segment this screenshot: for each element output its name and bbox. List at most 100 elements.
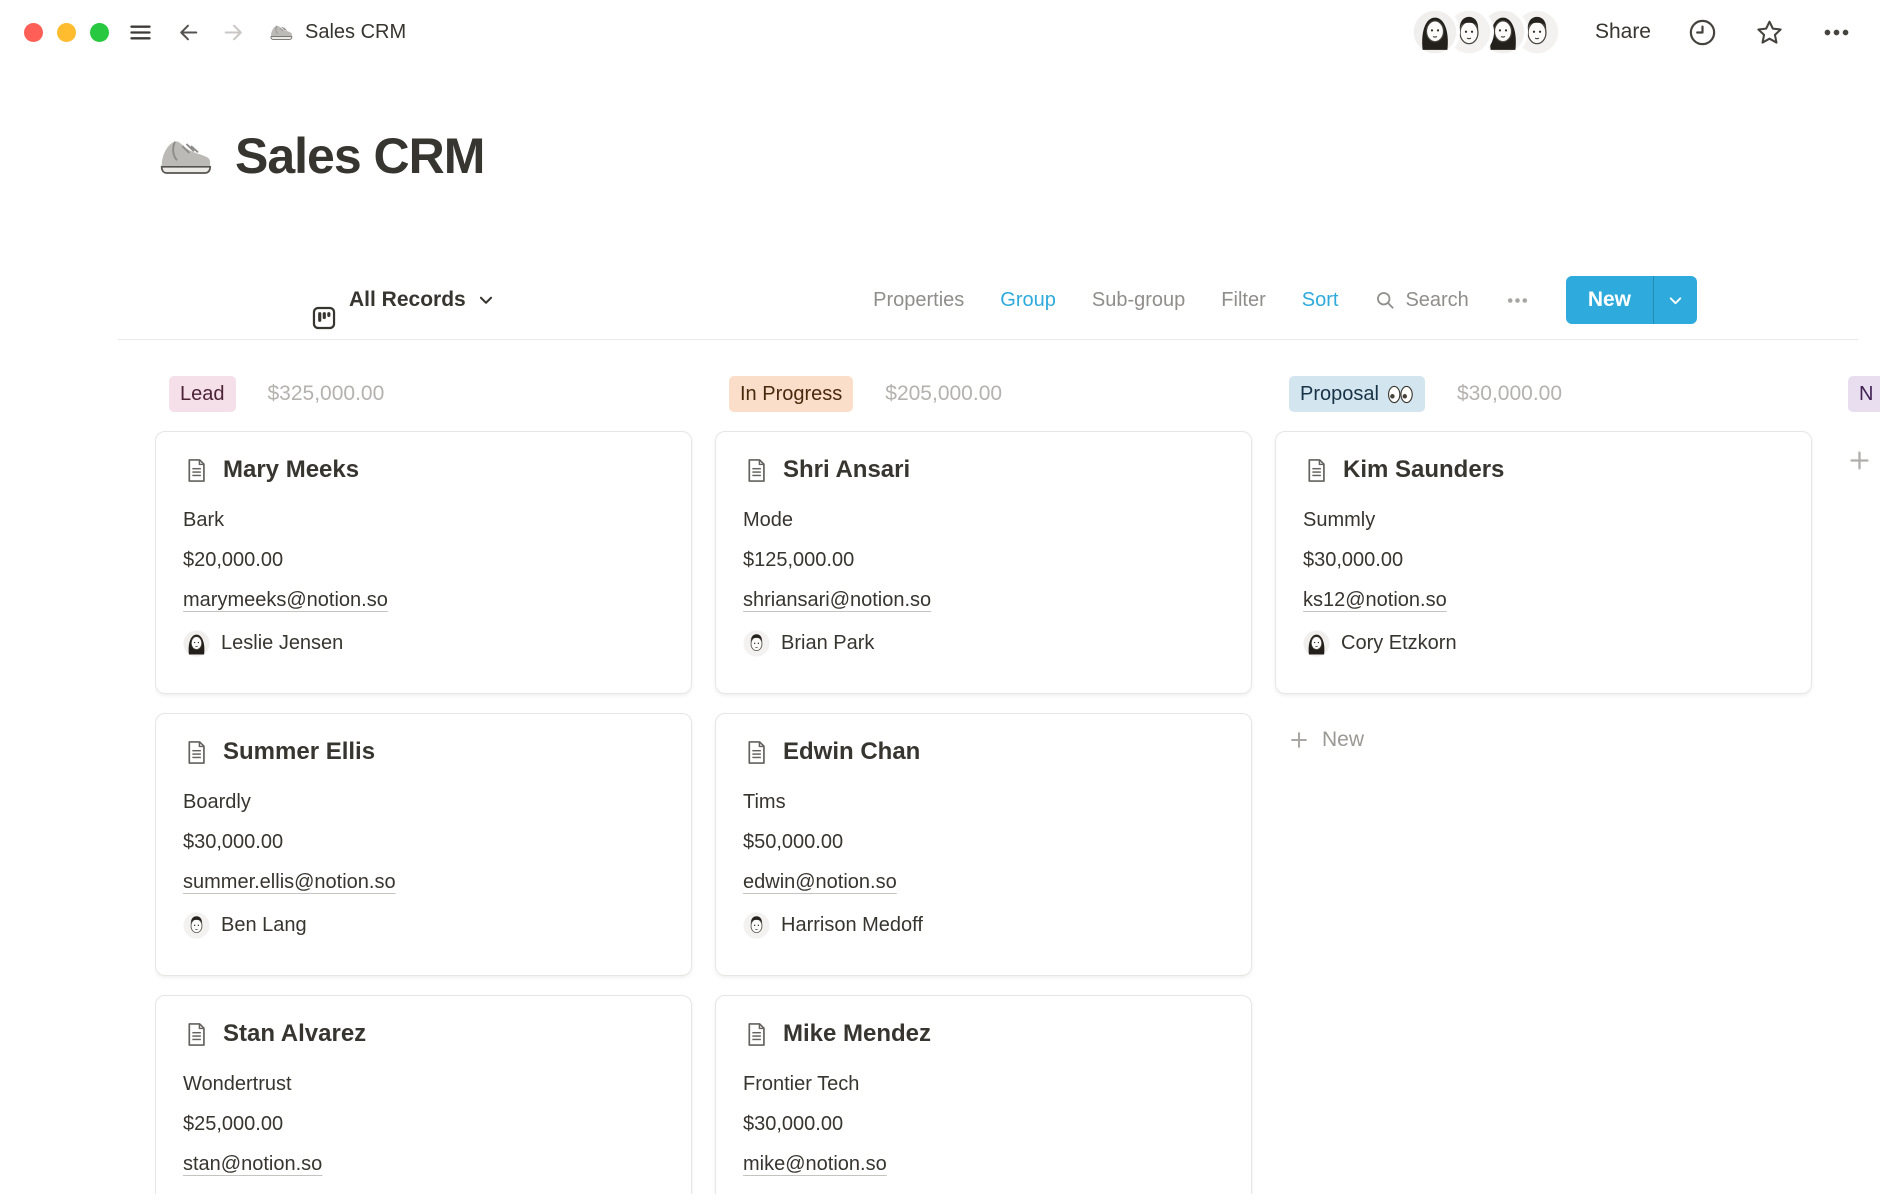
record-email-link[interactable]: summer.ellis@notion.so (183, 871, 396, 893)
card-properties: Tims $50,000.00 edwin@notion.so (743, 789, 1224, 895)
record-name: Shri Ansari (783, 456, 911, 483)
document-icon (743, 739, 770, 766)
record-company: Boardly (183, 791, 251, 813)
column-cards: Shri Ansari Mode $125,000.00 shriansari@… (715, 431, 1252, 1194)
status-label: Proposal (1300, 383, 1379, 405)
add-card-label: New (1322, 728, 1365, 751)
record-card[interactable]: Edwin Chan Tims $50,000.00 edwin@notion.… (715, 713, 1252, 976)
owner-name: Cory Etzkorn (1341, 632, 1457, 654)
sneaker-icon[interactable] (155, 126, 215, 186)
owner-name: Brian Park (781, 632, 875, 654)
record-name: Mary Meeks (223, 456, 360, 483)
column-sum[interactable]: $30,000.00 (1456, 382, 1563, 405)
group-button[interactable]: Group (1000, 288, 1056, 311)
record-company: Summly (1303, 509, 1376, 531)
chevron-down-icon (1667, 292, 1684, 309)
record-card[interactable]: Kim Saunders Summly $30,000.00 ks12@noti… (1275, 431, 1812, 694)
card-properties: Mode $125,000.00 shriansari@notion.so (743, 507, 1224, 613)
sub-group-button[interactable]: Sub-group (1091, 288, 1186, 311)
star-icon (1754, 17, 1785, 48)
record-owner: Cory Etzkorn (1303, 630, 1784, 657)
updates-button[interactable] (1687, 17, 1718, 48)
add-card-button[interactable]: New (1275, 728, 1364, 752)
page-title[interactable]: Sales CRM (235, 128, 485, 184)
favorite-button[interactable] (1754, 17, 1785, 48)
record-email-link[interactable]: shriansari@notion.so (743, 589, 932, 611)
record-email-link[interactable]: mike@notion.so (743, 1153, 887, 1175)
column-sum[interactable]: $325,000.00 (267, 382, 385, 405)
board-column-lead: Lead $325,000.00 Mary Meeks Bark $20,000… (155, 376, 692, 1194)
column-sum[interactable]: $205,000.00 (885, 382, 1003, 405)
card-properties: Wondertrust $25,000.00 stan@notion.so (183, 1071, 664, 1177)
search-button[interactable]: Search (1374, 288, 1469, 312)
properties-button[interactable]: Properties (873, 288, 965, 311)
status-badge[interactable]: N (1848, 376, 1880, 412)
avatar (743, 630, 770, 657)
card-title-row: Summer Ellis (183, 738, 664, 766)
record-amount: $20,000.00 (183, 549, 284, 571)
status-badge[interactable]: Lead (169, 376, 236, 412)
breadcrumb[interactable]: Sales CRM (268, 19, 406, 45)
filter-button[interactable]: Filter (1221, 288, 1266, 311)
sort-button[interactable]: Sort (1301, 288, 1339, 311)
record-card[interactable]: Stan Alvarez Wondertrust $25,000.00 stan… (155, 995, 692, 1194)
fullscreen-window-button[interactable] (90, 22, 109, 42)
view-settings: Properties Group Sub-group Filter Sort S… (873, 276, 1697, 324)
view-selector[interactable]: All Records (155, 268, 495, 332)
column-cards: Mary Meeks Bark $20,000.00 marymeeks@not… (155, 431, 692, 1194)
avatar (1303, 630, 1330, 657)
record-card[interactable]: Mary Meeks Bark $20,000.00 marymeeks@not… (155, 431, 692, 694)
hamburger-icon (127, 19, 154, 46)
board-column-proposal: Proposal $30,000.00 Kim Saunders Summly … (1275, 376, 1812, 752)
record-card[interactable]: Mike Mendez Frontier Tech $30,000.00 mik… (715, 995, 1252, 1194)
back-button[interactable] (176, 20, 201, 45)
forward-button[interactable] (221, 20, 246, 45)
card-title-row: Kim Saunders (1303, 456, 1784, 484)
record-name: Kim Saunders (1343, 456, 1505, 483)
record-owner: Leslie Jensen (183, 630, 664, 657)
record-card[interactable]: Shri Ansari Mode $125,000.00 shriansari@… (715, 431, 1252, 694)
record-email-link[interactable]: ks12@notion.so (1303, 589, 1447, 611)
sidebar-menu-button[interactable] (127, 19, 154, 46)
record-email-link[interactable]: stan@notion.so (183, 1153, 323, 1175)
kanban-board: Lead $325,000.00 Mary Meeks Bark $20,000… (155, 376, 1880, 1194)
minimize-window-button[interactable] (57, 22, 76, 42)
column-cards: Kim Saunders Summly $30,000.00 ks12@noti… (1275, 431, 1812, 694)
owner-name: Ben Lang (221, 914, 307, 936)
owner-name: Harrison Medoff (781, 914, 923, 936)
search-icon (1374, 289, 1396, 311)
record-amount: $125,000.00 (743, 549, 855, 571)
record-email-link[interactable]: edwin@notion.so (743, 871, 897, 893)
chevron-down-icon (477, 291, 495, 309)
view-more-button[interactable] (1505, 288, 1530, 313)
record-amount: $30,000.00 (1303, 549, 1404, 571)
document-icon (183, 1021, 210, 1048)
avatar (1412, 10, 1457, 54)
window-controls (24, 22, 109, 42)
card-properties: Frontier Tech $30,000.00 mike@notion.so (743, 1071, 1224, 1177)
card-title-row: Mike Mendez (743, 1020, 1224, 1048)
arrow-right-icon (221, 20, 246, 45)
record-owner: Harrison Medoff (743, 912, 1224, 939)
record-card[interactable]: Summer Ellis Boardly $30,000.00 summer.e… (155, 713, 692, 976)
plus-icon (1848, 449, 1871, 472)
search-label: Search (1405, 288, 1469, 311)
status-badge[interactable]: Proposal (1289, 376, 1425, 412)
add-card-button[interactable] (1848, 449, 1871, 475)
new-record-button[interactable]: New (1565, 276, 1697, 324)
share-button[interactable]: Share (1594, 20, 1651, 43)
avatar (183, 630, 210, 657)
new-button-label[interactable]: New (1587, 288, 1631, 311)
document-icon (743, 457, 770, 484)
record-name: Mike Mendez (783, 1020, 932, 1047)
status-badge[interactable]: In Progress (729, 376, 854, 412)
more-options-button[interactable] (1821, 17, 1852, 48)
new-button-dropdown[interactable] (1653, 276, 1697, 324)
board-view-icon (310, 304, 338, 332)
record-email-link[interactable]: marymeeks@notion.so (183, 589, 388, 611)
page-header: Sales CRM (155, 126, 1880, 186)
card-properties: Bark $20,000.00 marymeeks@notion.so (183, 507, 664, 613)
record-owner: Brian Park (743, 630, 1224, 657)
presence-avatars[interactable] (1412, 10, 1559, 54)
close-window-button[interactable] (24, 22, 43, 42)
